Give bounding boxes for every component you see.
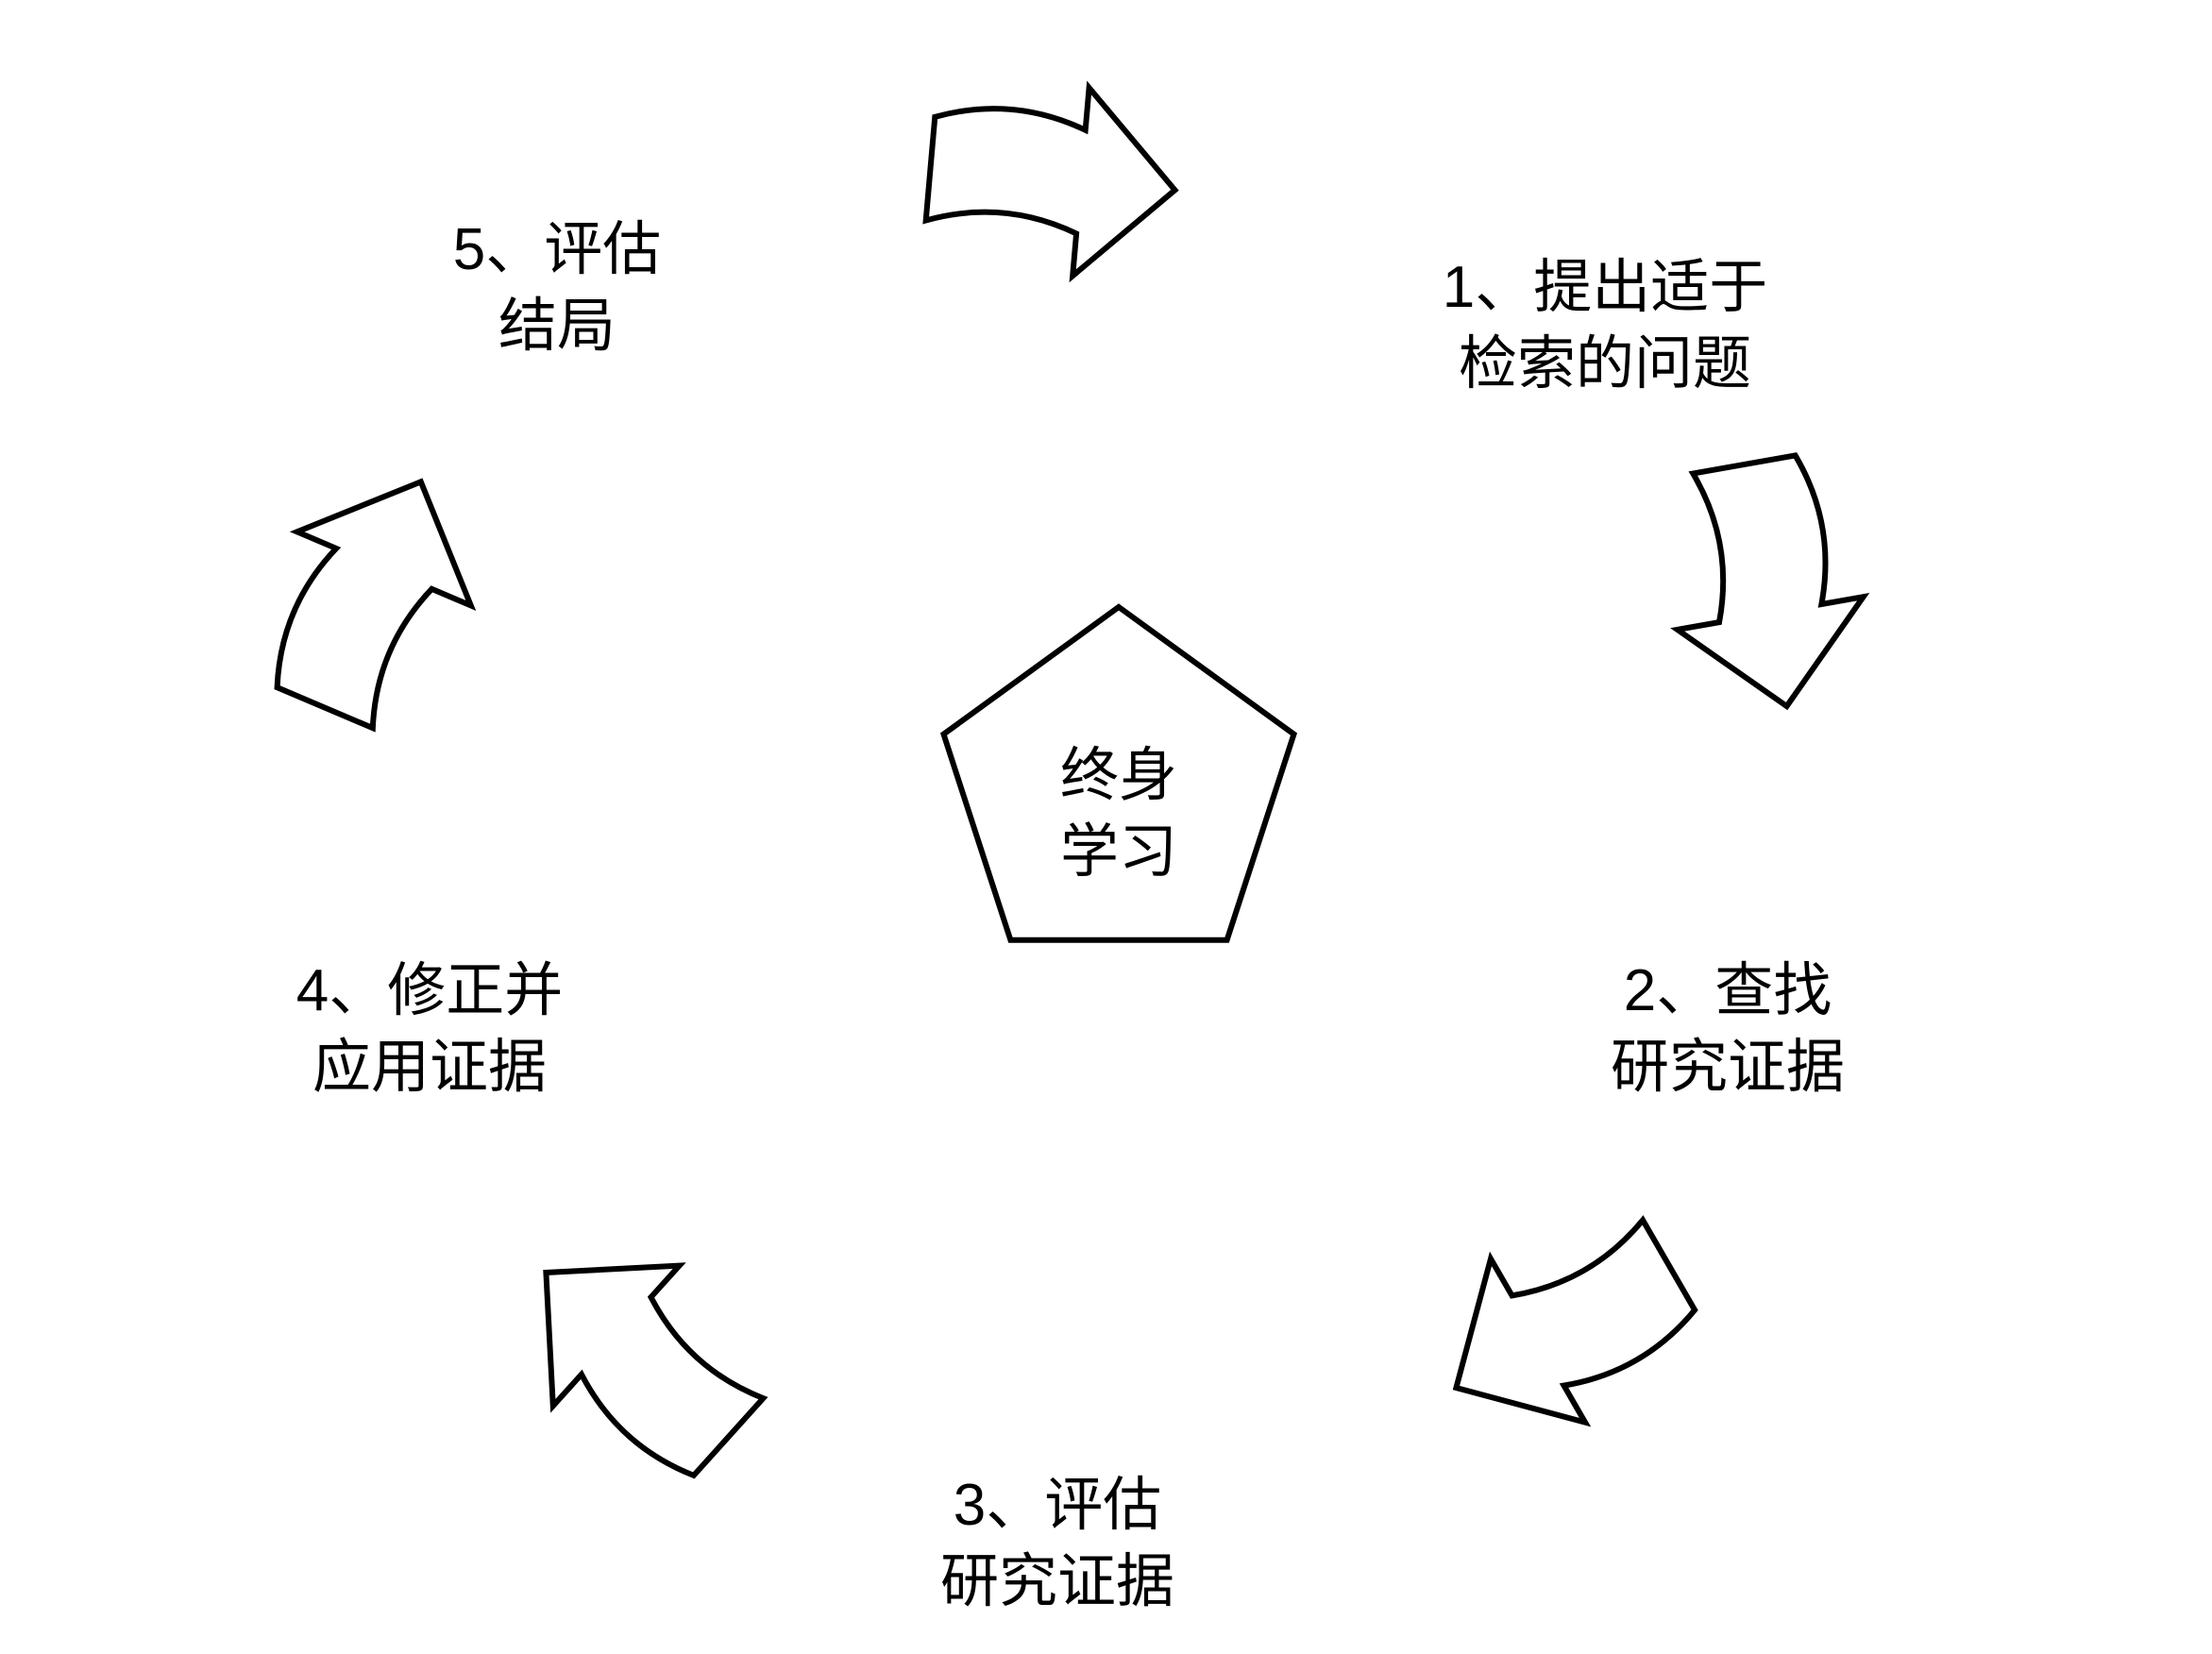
center-label-line2: 学习: [1060, 815, 1177, 891]
cycle-diagram: 1、提出适于检索的问题2、查找研究证据3、评估研究证据4、修正并应用证据5、评估…: [0, 0, 2212, 1654]
node-2-label-line2: 研究证据: [1611, 1030, 1845, 1106]
node-3-label-line1: 3、评估: [940, 1468, 1174, 1544]
node-2-label-line1: 2、查找: [1611, 954, 1845, 1030]
node-1-label-line1: 1、提出适于: [1443, 250, 1767, 327]
node-4-label-line2: 应用证据: [296, 1030, 563, 1106]
node-3-label: 3、评估研究证据: [940, 1468, 1174, 1620]
node-3-label-line2: 研究证据: [940, 1544, 1174, 1621]
node-4-label: 4、修正并应用证据: [296, 954, 563, 1105]
cycle-arrow-1: [922, 75, 1183, 284]
cycle-arrow-2: [1651, 448, 1880, 723]
node-2-label: 2、查找研究证据: [1611, 954, 1845, 1105]
center-label: 终身学习: [1060, 738, 1177, 890]
node-1-label-line2: 检索的问题: [1443, 327, 1767, 403]
node-1-label: 1、提出适于检索的问题: [1443, 250, 1767, 402]
center-label-line1: 终身: [1060, 738, 1177, 815]
node-5-label: 5、评估结局: [453, 212, 661, 364]
cycle-arrow-3: [1409, 1183, 1715, 1469]
cycle-arrow-5: [238, 445, 508, 744]
node-5-label-line1: 5、评估: [453, 212, 661, 289]
cycle-arrow-4: [482, 1203, 791, 1508]
node-4-label-line1: 4、修正并: [296, 954, 563, 1030]
node-5-label-line2: 结局: [453, 289, 661, 365]
